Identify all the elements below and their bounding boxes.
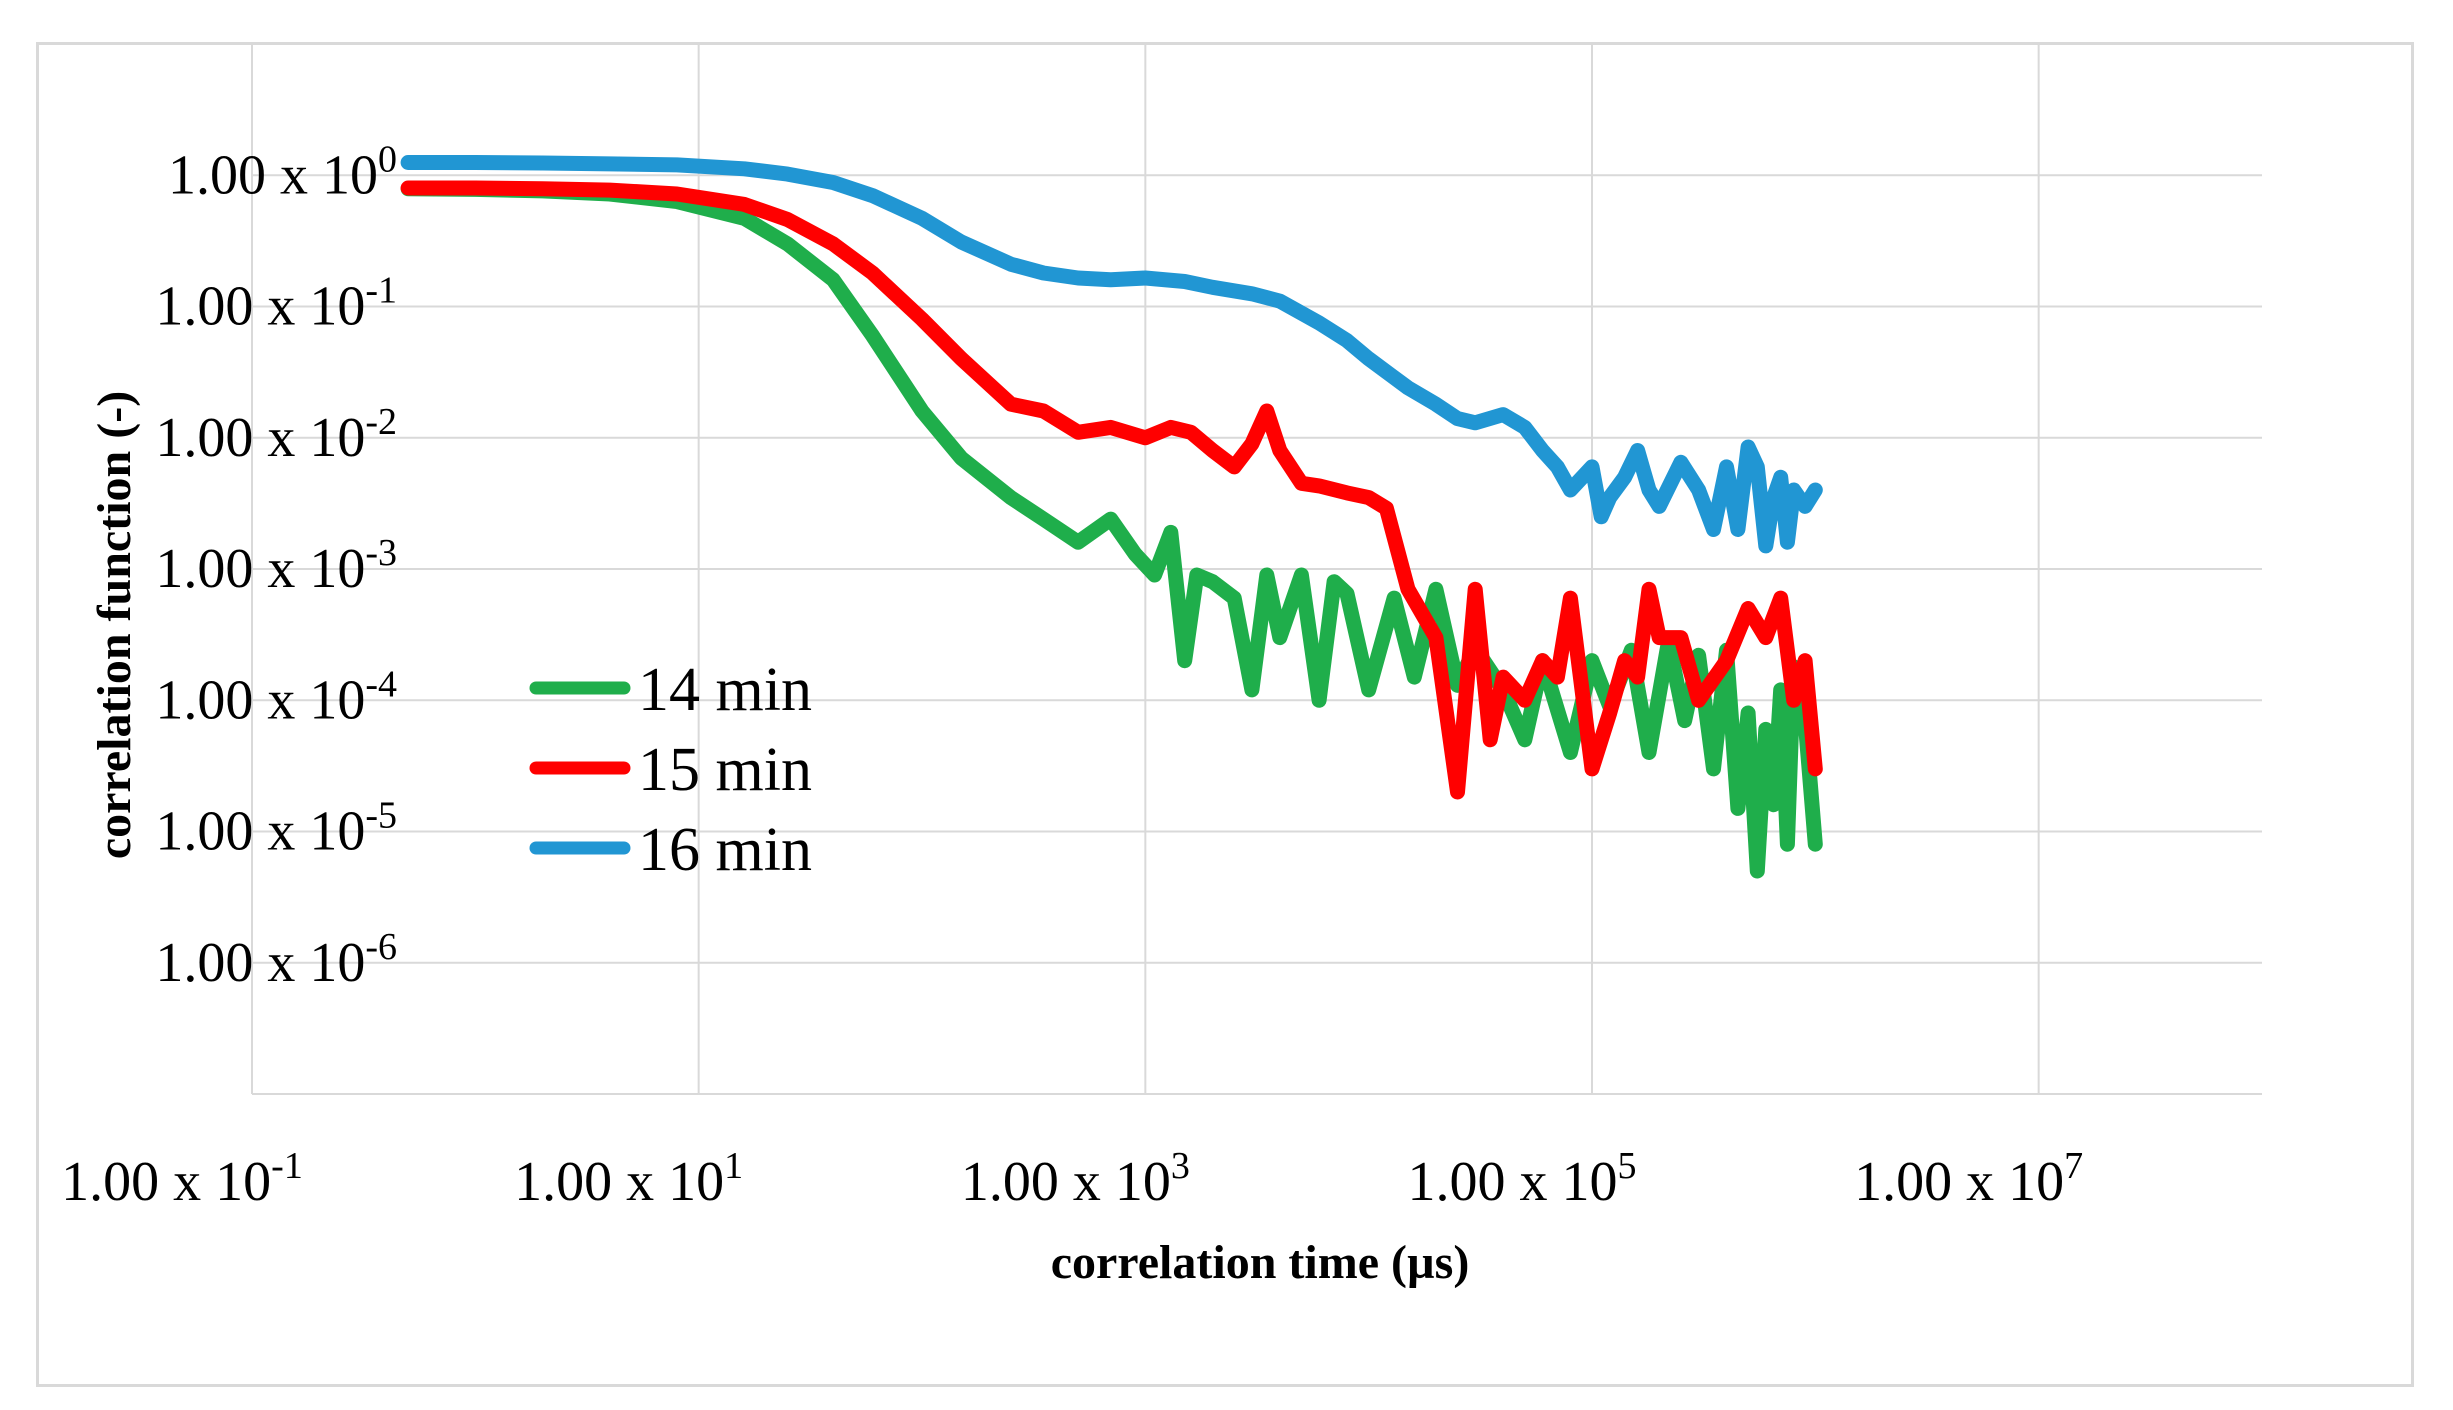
x-tick-label: 1.00 x 101 xyxy=(514,1145,743,1213)
x-tick-label: 1.00 x 103 xyxy=(961,1145,1190,1213)
y-tick-label: 1.00 x 10-2 xyxy=(155,401,397,469)
series-line-1 xyxy=(400,181,1823,879)
x-tick-labels: 1.00 x 10-1 1.00 x 101 1.00 x 103 1.00 x 10… xyxy=(61,1145,2083,1213)
y-tick-label: 1.00 x 10-6 xyxy=(155,926,397,994)
series-line-2 xyxy=(400,180,1823,800)
y-tick-labels: 1.00 x 100 1.00 x 10-1 1.00 x 10-2 1.00 x 1… xyxy=(155,138,397,994)
x-tick-label: 1.00 x 10-1 xyxy=(61,1145,303,1213)
legend: 14 min 15 min 16 min xyxy=(529,656,812,884)
grid xyxy=(251,43,2262,1095)
y-axis-title: correlation function (-) xyxy=(88,391,141,859)
y-tick-label: 1.00 x 10-5 xyxy=(155,795,397,863)
legend-label: 16 min xyxy=(638,816,812,884)
x-tick-label: 1.00 x 107 xyxy=(1854,1145,2083,1213)
legend-label: 14 min xyxy=(638,656,812,724)
x-axis-title: correlation time (µs) xyxy=(1051,1236,1470,1289)
legend-label: 15 min xyxy=(638,736,812,804)
y-tick-label: 1.00 x 10-4 xyxy=(155,663,397,731)
x-tick-label: 1.00 x 105 xyxy=(1408,1145,1637,1213)
y-tick-label: 1.00 x 100 xyxy=(168,138,397,206)
series-lines xyxy=(400,155,1823,879)
y-tick-label: 1.00 x 10-1 xyxy=(155,270,397,338)
series-line-3 xyxy=(400,155,1823,554)
y-tick-label: 1.00 x 10-3 xyxy=(155,532,397,600)
